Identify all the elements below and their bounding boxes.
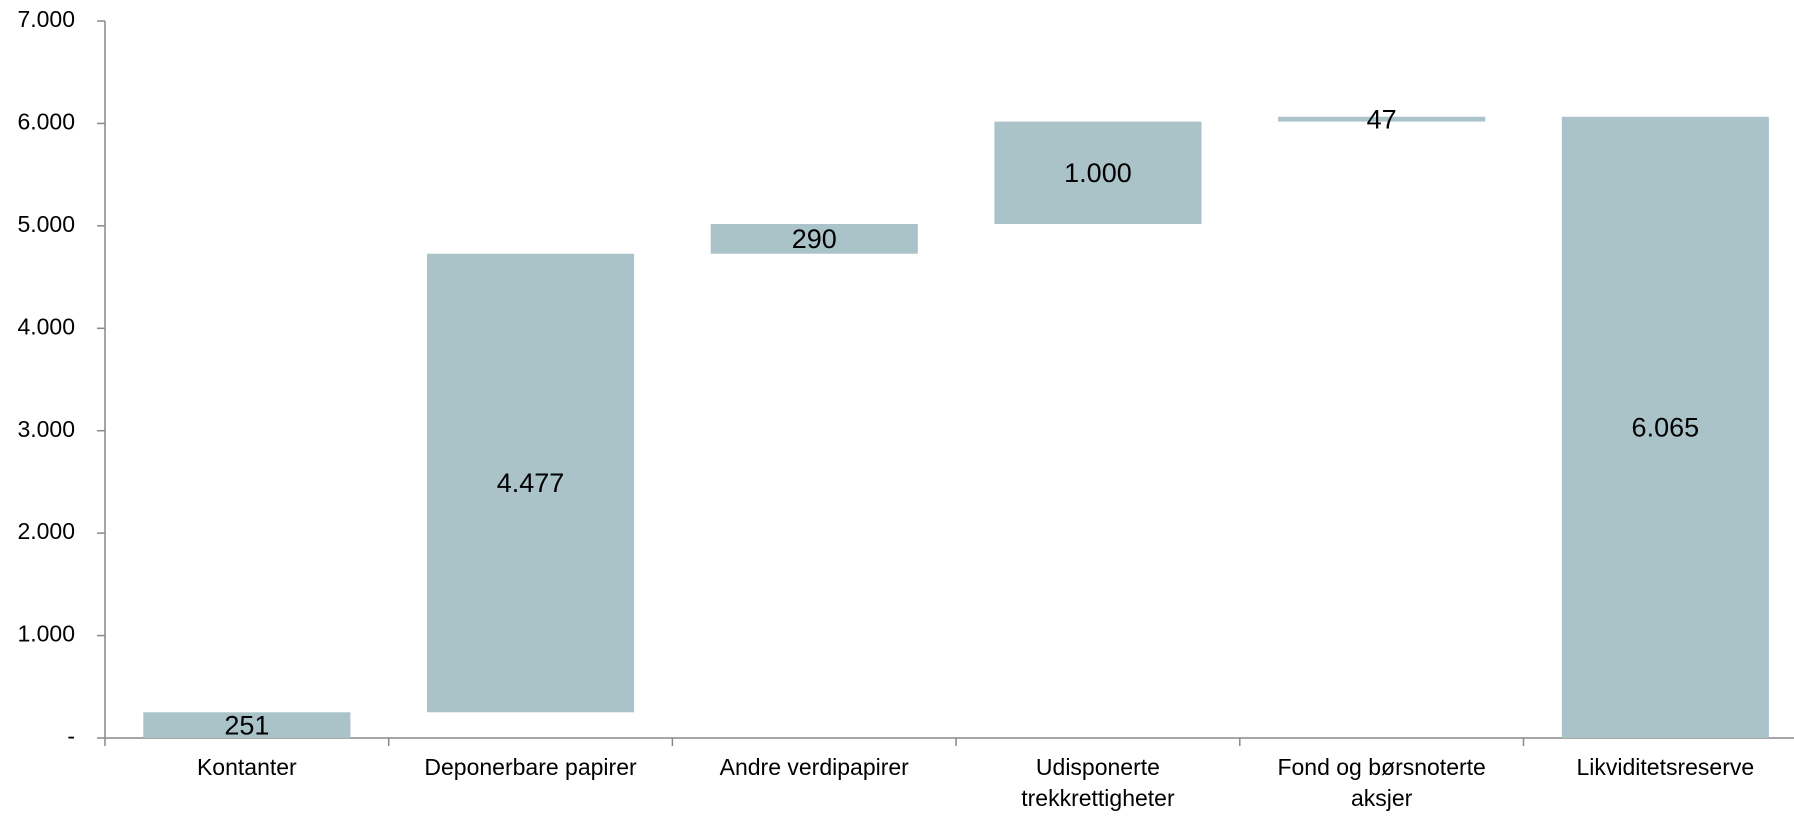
x-tick-label: Fond og børsnoterte aksjer: [1277, 754, 1486, 811]
x-tick-label: Andre verdipapirer: [719, 754, 909, 780]
y-tick-label: 3.000: [17, 416, 75, 442]
x-tick-label: Deponerbare papirer: [424, 754, 637, 780]
y-tick-label: 1.000: [17, 621, 75, 647]
bar-label: 6.065: [1632, 413, 1700, 443]
x-tick-label: Likviditetsreserve: [1576, 754, 1755, 780]
y-tick-label: 6.000: [17, 109, 75, 135]
bar-label: 1.000: [1064, 158, 1132, 188]
x-tick-label: Udisponerte trekkrettigheter: [1021, 754, 1175, 811]
y-tick-label: 5.000: [17, 211, 75, 237]
bar: [426, 253, 635, 713]
y-tick-label: 4.000: [17, 313, 75, 339]
bar-label: 290: [792, 224, 837, 254]
bar-label: 47: [1367, 104, 1397, 134]
bar: [1278, 116, 1486, 122]
y-tick-label: 7.000: [17, 6, 75, 32]
y-tick-label: -: [67, 723, 75, 749]
bar: [710, 224, 918, 254]
x-tick-label: Kontanter: [196, 754, 297, 780]
bar-label: 251: [224, 710, 269, 740]
bar: [994, 121, 1202, 225]
bar: [143, 712, 351, 738]
bar-label: 4.477: [497, 468, 565, 498]
bar: [1561, 116, 1769, 739]
y-tick-label: 2.000: [17, 518, 75, 544]
